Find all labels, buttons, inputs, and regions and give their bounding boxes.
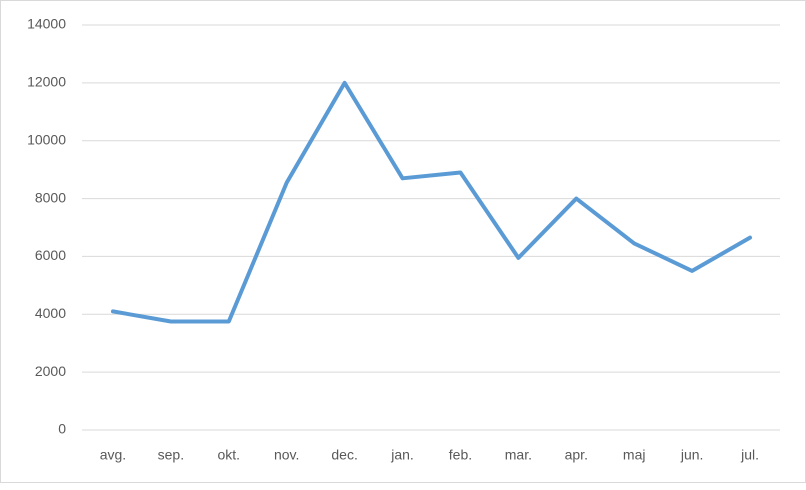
y-tick-label: 2000 [35,363,66,379]
x-tick-label: avg. [100,447,126,463]
x-tick-label: jan. [390,447,414,463]
y-tick-label: 6000 [35,247,66,263]
x-tick-label: apr. [565,447,588,463]
x-tick-label: maj [623,447,646,463]
x-tick-label: nov. [274,447,299,463]
y-tick-label: 0 [58,421,66,437]
x-tick-label: jul. [740,447,759,463]
x-tick-label: feb. [449,447,472,463]
x-tick-label: sep. [158,447,184,463]
x-tick-label: mar. [505,447,532,463]
y-tick-label: 8000 [35,189,66,205]
y-tick-label: 14000 [27,16,66,32]
x-tick-label: okt. [218,447,241,463]
line [110,80,753,324]
x-tick-label: dec. [331,447,357,463]
x-tick-label: jun. [680,447,704,463]
y-tick-label: 4000 [35,305,66,321]
y-tick-label: 10000 [27,131,66,147]
y-tick-label: 12000 [27,74,66,90]
